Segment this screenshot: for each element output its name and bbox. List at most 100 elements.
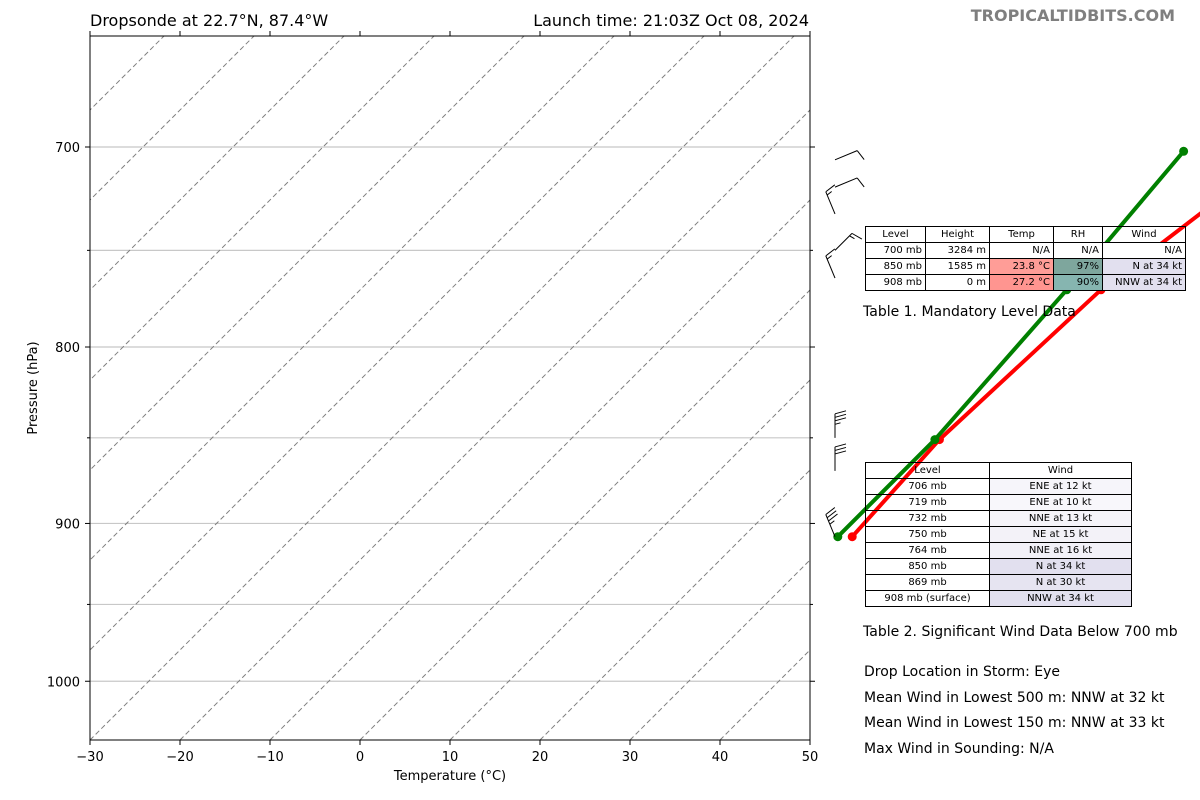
cell-level: 869 mb	[865, 574, 990, 591]
table-row: 850 mb 1585 m 23.8 °C 97% N at 34 kt	[865, 258, 1186, 275]
table-row: 764 mb NNE at 16 kt	[865, 542, 1132, 559]
wind-barb-flag	[851, 232, 863, 240]
table-row: 706 mb ENE at 12 kt	[865, 478, 1132, 495]
cell-height: 1585 m	[925, 258, 990, 275]
wind-barb	[825, 248, 836, 279]
isotherm-line	[269, 199, 810, 740]
table-row: 869 mb N at 30 kt	[865, 574, 1132, 591]
cell-wind: NNW at 34 kt	[1102, 274, 1186, 291]
table-row: 719 mb ENE at 10 kt	[865, 494, 1132, 511]
cell-wind: ENE at 12 kt	[989, 478, 1132, 495]
isotherm-line	[449, 379, 810, 740]
cell-level: 732 mb	[865, 510, 990, 527]
wind-barb-staff	[825, 191, 836, 215]
y-tick-label: 800	[55, 341, 80, 356]
header-level: Level	[865, 462, 990, 479]
header-rh: RH	[1053, 226, 1103, 243]
table-row: 700 mb 3284 m N/A N/A N/A	[865, 242, 1186, 259]
wind-barb-flag	[834, 450, 847, 455]
table2-caption: Table 2. Significant Wind Data Below 700…	[863, 624, 1178, 640]
wind-barb	[834, 150, 865, 161]
series-point-1	[930, 435, 940, 445]
y-tick-label: 1000	[47, 675, 80, 690]
x-tick-label: 10	[442, 750, 459, 765]
brand-watermark: TROPICALTIDBITS.COM	[970, 6, 1175, 25]
wind-barb-staff	[834, 233, 853, 251]
wind-barb-flag	[856, 150, 865, 160]
isotherm-line	[90, 36, 165, 111]
wind-barb	[825, 184, 836, 215]
x-tick-label: −30	[76, 750, 103, 765]
table-header-row: Level Height Temp RH Wind	[865, 226, 1186, 243]
header-temp: Temp	[989, 226, 1054, 243]
wind-barb	[834, 443, 847, 471]
mean-wind-150m-text: Mean Wind in Lowest 150 m: NNW at 33 kt	[864, 715, 1165, 731]
cell-level: 719 mb	[865, 494, 990, 511]
cell-temp: 27.2 °C	[989, 274, 1054, 291]
x-tick-label: 0	[356, 750, 364, 765]
cell-height: 0 m	[925, 274, 990, 291]
x-tick-label: 30	[622, 750, 639, 765]
table-row: 908 mb (surface) NNW at 34 kt	[865, 590, 1132, 607]
y-axis-label: Pressure (hPa)	[26, 341, 41, 434]
mandatory-level-table: Level Height Temp RH Wind 700 mb 3284 m …	[865, 226, 1186, 291]
table-header-row: Level Wind	[865, 462, 1132, 479]
cell-temp: 23.8 °C	[989, 258, 1054, 275]
wind-barb-flag	[826, 510, 837, 519]
wind-barb-flag	[834, 410, 847, 415]
wind-barb-flag	[828, 513, 838, 522]
cell-level: 700 mb	[865, 242, 926, 259]
x-tick-label: −10	[256, 750, 283, 765]
wind-barb-half-flag	[826, 255, 832, 260]
cell-wind: N at 34 kt	[989, 558, 1132, 575]
cell-wind: NE at 15 kt	[989, 526, 1132, 543]
wind-barb	[834, 232, 863, 251]
series-point-1	[833, 532, 843, 542]
wind-barb-flag	[834, 446, 847, 451]
chart-title-location: Dropsonde at 22.7°N, 87.4°W	[90, 11, 329, 30]
wind-barb	[825, 507, 838, 537]
y-tick-label: 900	[55, 517, 80, 532]
wind-barb-flag	[825, 184, 836, 193]
x-tick-label: −20	[166, 750, 193, 765]
cell-height: 3284 m	[925, 242, 990, 259]
cell-level: 850 mb	[865, 258, 926, 275]
cell-rh: 90%	[1053, 274, 1103, 291]
isotherm-line	[90, 36, 525, 471]
header-wind: Wind	[1102, 226, 1186, 243]
cell-temp: N/A	[989, 242, 1054, 259]
cell-wind: NNE at 16 kt	[989, 542, 1132, 559]
wind-barb-staff	[834, 177, 858, 188]
wind-barb-flag	[834, 443, 847, 448]
series-point-0	[847, 532, 857, 542]
cell-wind: NNE at 13 kt	[989, 510, 1132, 527]
chart-title-launch-time: Launch time: 21:03Z Oct 08, 2024	[533, 11, 809, 30]
wind-barb-flag	[834, 413, 847, 418]
isotherm-group	[90, 36, 810, 740]
y-tick-label: 700	[55, 141, 80, 156]
wind-barb-half-flag	[834, 422, 841, 425]
table1-caption: Table 1. Mandatory Level Data	[863, 304, 1076, 320]
isotherm-line	[90, 36, 615, 561]
wind-barb-half-flag	[849, 235, 855, 240]
x-tick-label: 50	[802, 750, 819, 765]
cell-level: 850 mb	[865, 558, 990, 575]
x-tick-label: 20	[532, 750, 549, 765]
x-axis-label: Temperature (°C)	[393, 769, 506, 784]
cell-wind: N at 30 kt	[989, 574, 1132, 591]
cell-wind: N/A	[1102, 242, 1186, 259]
wind-barb-flag	[825, 507, 836, 515]
header-wind: Wind	[989, 462, 1132, 479]
wind-barb-staff	[825, 255, 836, 279]
wind-barb-flag	[856, 177, 865, 188]
header-level: Level	[865, 226, 926, 243]
table-row: 750 mb NE at 15 kt	[865, 526, 1132, 543]
plot-frame	[89, 35, 811, 741]
wind-barb	[834, 410, 847, 438]
isotherm-line	[179, 109, 810, 740]
significant-wind-table: Level Wind 706 mb ENE at 12 kt 719 mb ENE …	[865, 462, 1132, 607]
isotherm-line	[90, 36, 705, 651]
cell-wind: NNW at 34 kt	[989, 590, 1132, 607]
cell-rh: N/A	[1053, 242, 1103, 259]
